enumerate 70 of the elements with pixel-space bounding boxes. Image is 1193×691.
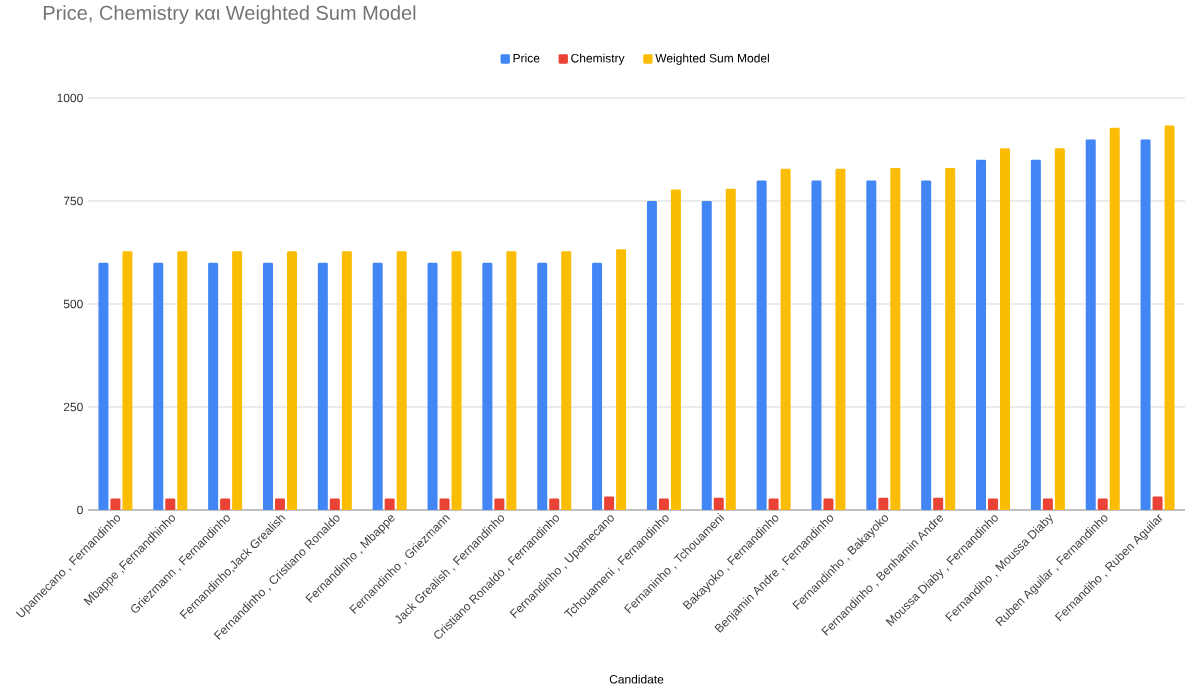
bar: [756, 180, 767, 510]
legend-label: Weighted Sum Model: [655, 53, 769, 65]
bar: [549, 498, 560, 510]
bar: [1085, 139, 1096, 510]
bar: [286, 251, 297, 510]
bar: [561, 251, 572, 510]
bar: [1042, 498, 1053, 510]
bar: [988, 498, 999, 510]
bar: [890, 168, 901, 510]
chart-title: Price, Chemistry και Weighted Sum Model: [43, 5, 416, 24]
y-tick-label: 750: [63, 196, 83, 206]
bar: [1054, 148, 1065, 510]
x-axis-title: Candidate: [609, 674, 664, 684]
bar: [384, 498, 395, 510]
bar: [232, 251, 243, 510]
bar: [439, 498, 450, 510]
bar: [945, 168, 956, 510]
bar: [274, 498, 285, 510]
bar: [122, 251, 133, 510]
bar: [604, 496, 615, 510]
bar: [98, 262, 109, 510]
bar: [866, 180, 877, 510]
bar: [427, 262, 438, 510]
y-tick-label: 1000: [57, 93, 83, 103]
bar: [537, 262, 548, 510]
bar: [329, 498, 340, 510]
bar: [208, 262, 219, 510]
bar: [1030, 159, 1041, 510]
bar: [658, 498, 669, 510]
bar: [823, 498, 834, 510]
bar: [494, 498, 505, 510]
bar: [1152, 496, 1163, 510]
legend-label: Price: [513, 53, 540, 63]
bar: [592, 262, 603, 510]
bar: [220, 498, 231, 510]
bar: [1140, 139, 1151, 510]
bar: [878, 497, 889, 510]
bar: [372, 262, 383, 510]
bar: [701, 200, 712, 510]
bar: [1000, 148, 1011, 510]
bar: [713, 497, 724, 510]
bar: [177, 251, 188, 510]
y-tick-label: 500: [63, 299, 83, 309]
bar: [110, 498, 121, 510]
bar: [451, 251, 462, 510]
bar: [646, 200, 657, 510]
bar: [616, 249, 627, 510]
bar: [506, 251, 517, 510]
bar: [780, 168, 791, 510]
bar: [933, 497, 944, 510]
bar: [921, 180, 932, 510]
bar: [341, 251, 352, 510]
bar: [153, 262, 164, 510]
bar: [811, 180, 822, 510]
bar: [396, 251, 407, 510]
y-tick-label: 0: [77, 505, 83, 515]
bar: [1097, 498, 1108, 510]
bar: [976, 159, 987, 510]
bar: [317, 262, 328, 510]
bar: [1164, 125, 1175, 510]
bar: [725, 188, 736, 510]
bar: [670, 189, 681, 510]
bar: [768, 498, 779, 510]
y-tick-label: 250: [63, 402, 83, 412]
bar: [1109, 127, 1120, 510]
legend-label: Chemistry: [571, 53, 625, 65]
bar: [165, 498, 176, 510]
bar: [482, 262, 493, 510]
bar: [262, 262, 273, 510]
bar: [835, 168, 846, 510]
